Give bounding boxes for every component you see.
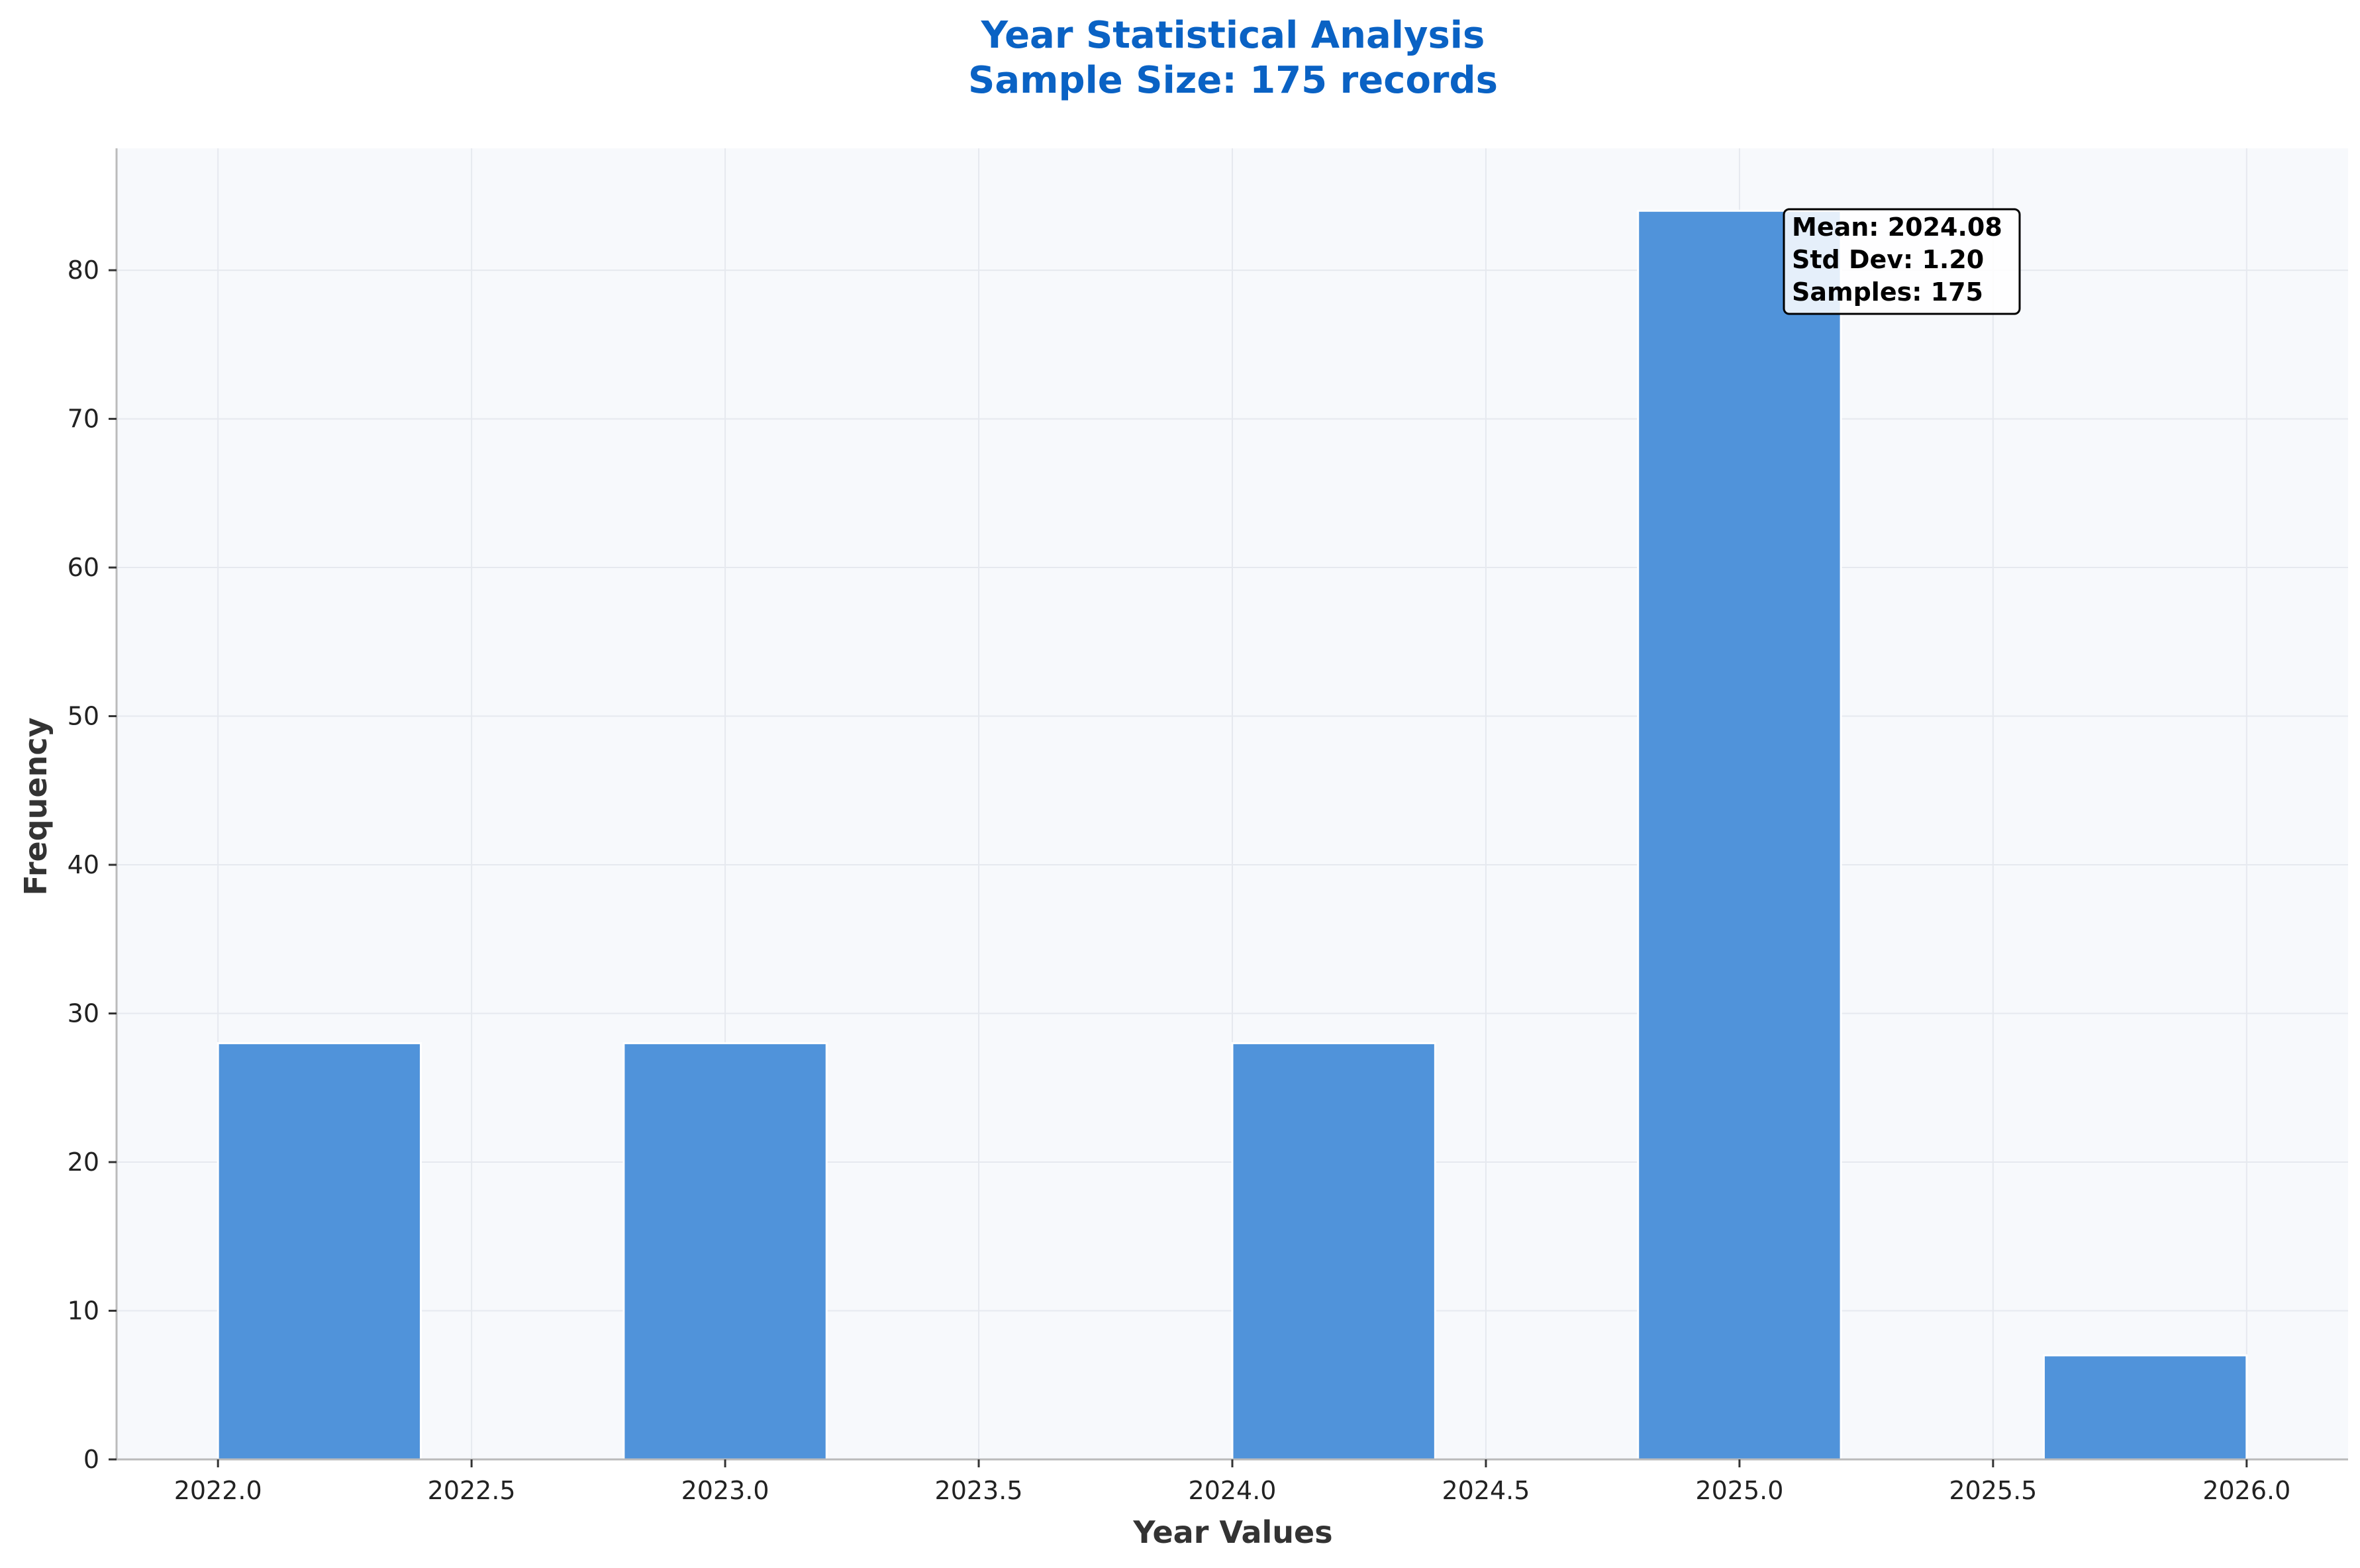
y-tick-label: 20 [68, 1148, 99, 1177]
stats-annotation: Mean: 2024.08 Std Dev: 1.20 Samples: 175 [1783, 208, 2021, 315]
x-tick-label: 2024.5 [1442, 1476, 1530, 1505]
x-tick-label: 2025.0 [1695, 1476, 1783, 1505]
x-tick-label: 2022.5 [428, 1476, 516, 1505]
y-tick-label: 0 [83, 1445, 99, 1474]
stats-samples: Samples: 175 [1792, 277, 1983, 307]
y-tick-label: 70 [68, 405, 99, 434]
y-tick-label: 10 [68, 1297, 99, 1326]
x-tick-label: 2022.0 [174, 1476, 262, 1505]
y-axis-label: Frequency [18, 717, 54, 895]
histogram-bar-9 [2042, 1354, 2248, 1461]
x-tick-label: 2025.5 [1949, 1476, 2037, 1505]
y-tick-label: 80 [68, 256, 99, 285]
stats-std-dev: Std Dev: 1.20 [1792, 245, 1984, 274]
x-tick-label: 2023.5 [935, 1476, 1023, 1505]
x-tick-label: 2023.0 [681, 1476, 769, 1505]
chart-title: Year Statistical Analysis [981, 14, 1485, 57]
x-tick-label: 2024.0 [1189, 1476, 1277, 1505]
chart-subtitle: Sample Size: 175 records [968, 59, 1498, 102]
histogram-bar-2 [622, 1042, 828, 1461]
x-axis-label: Year Values [1132, 1514, 1332, 1550]
x-tick-label: 2026.0 [2202, 1476, 2290, 1505]
stats-mean: Mean: 2024.08 [1792, 213, 2002, 242]
histogram-bar-7 [1637, 209, 1842, 1461]
histogram-bar-0 [217, 1042, 422, 1461]
histogram-bar-5 [1231, 1042, 1436, 1461]
y-tick-label: 60 [68, 553, 99, 582]
y-tick-label: 40 [68, 850, 99, 879]
y-tick-label: 30 [68, 999, 99, 1028]
y-tick-label: 50 [68, 702, 99, 731]
stats-box [1783, 208, 2021, 315]
